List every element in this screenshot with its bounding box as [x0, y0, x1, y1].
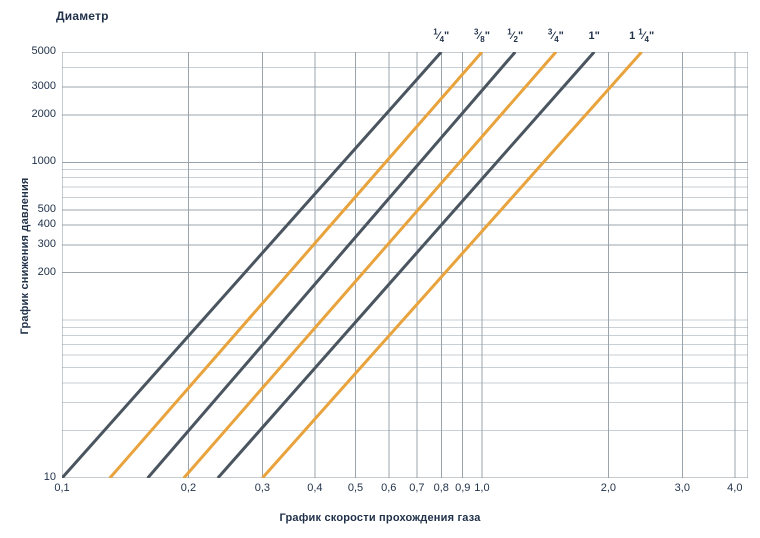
- chart-title-diameter: Диаметр: [56, 9, 109, 23]
- curve-5: [216, 52, 596, 478]
- curve-label-2: 3⁄8": [473, 27, 490, 45]
- curve-6: [261, 52, 643, 478]
- x-tick-label: 0,2: [180, 482, 197, 494]
- x-tick-label: 3,0: [674, 482, 690, 494]
- y-tick-label: 200: [37, 265, 56, 278]
- minor-gridlines: [62, 66, 748, 431]
- curve-4: [182, 52, 558, 478]
- curve-2: [108, 52, 484, 478]
- y-tick-label: 10: [43, 471, 56, 483]
- major-gridlines: [62, 52, 748, 478]
- curve-1: [62, 52, 443, 478]
- x-axis-title: График скорости прохождения газа: [279, 512, 481, 524]
- plot-area: [62, 52, 748, 478]
- y-axis-tick-labels: 10 200 300 400 500 1000 2000 3000 5000: [0, 0, 56, 538]
- curve-label-6: 1 1⁄4": [629, 27, 655, 45]
- x-tick-label: 0,4: [307, 482, 323, 494]
- curve-label-5: 1": [588, 30, 600, 42]
- y-tick-label: 400: [37, 218, 56, 231]
- y-tick-label: 5000: [31, 45, 56, 57]
- plot-svg: [62, 52, 748, 478]
- x-tick-label: 4,0: [727, 482, 743, 494]
- curve-3: [146, 52, 517, 478]
- y-tick-label: 500: [37, 202, 56, 215]
- x-tick-label: 0,5: [347, 482, 364, 494]
- curve-label-4: 3⁄4": [547, 27, 564, 45]
- y-tick-label: 3000: [31, 80, 56, 93]
- y-tick-label: 300: [37, 237, 56, 250]
- y-tick-label: 2000: [31, 107, 56, 120]
- x-tick-label: 0,8: [433, 482, 449, 494]
- x-tick-label: 1,0: [474, 482, 490, 494]
- curve-label-3: 1⁄2": [507, 27, 524, 45]
- x-tick-label: 0,9: [455, 482, 471, 494]
- y-tick-label: 1000: [31, 155, 56, 168]
- x-tick-label: 0,3: [254, 482, 271, 494]
- x-tick-label: 0,6: [381, 482, 397, 494]
- x-tick-label: 0,1: [54, 482, 70, 494]
- data-curves: [62, 52, 643, 478]
- x-tick-label: 0,7: [409, 482, 425, 494]
- x-tick-label: 2,0: [600, 482, 617, 494]
- curve-label-1: 1⁄4": [433, 27, 450, 45]
